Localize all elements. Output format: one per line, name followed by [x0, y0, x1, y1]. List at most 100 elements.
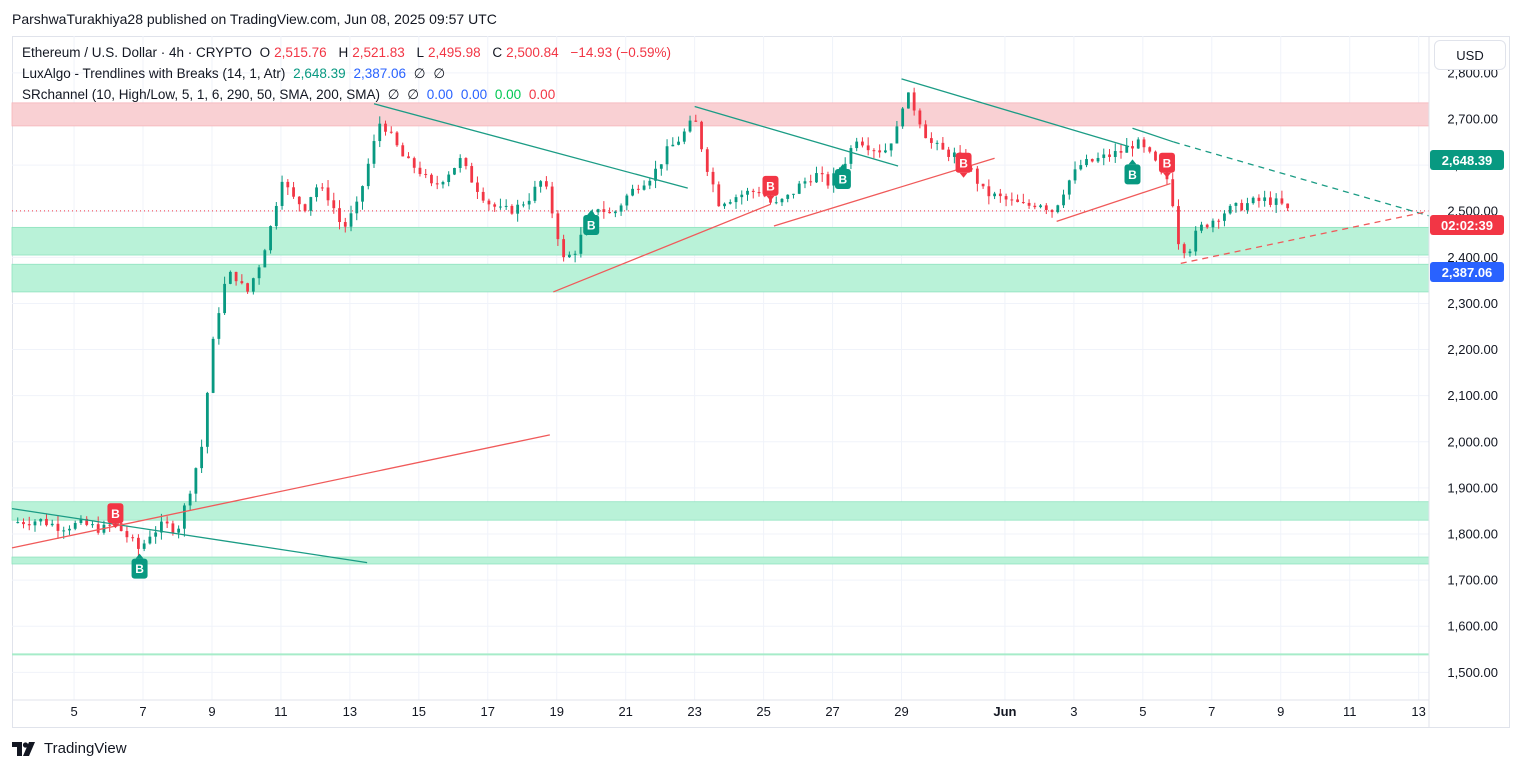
candle-down [1182, 244, 1186, 254]
candle-down [510, 205, 514, 214]
price-axis[interactable]: 1,500.00 1,600.00 1,700.00 1,800.00 1,900.00… [1428, 36, 1498, 728]
trendlines [11, 78, 1430, 564]
candle-up [1263, 197, 1267, 201]
grid [12, 36, 1429, 700]
candle-down [1154, 151, 1157, 161]
sell-break-marker: B [107, 503, 124, 529]
candle-up [1102, 154, 1106, 158]
countdown-price-tag: 02:02:39 [1430, 215, 1504, 235]
candle-down [430, 174, 433, 184]
time-axis[interactable]: 5 7 9 11 13 15 17 19 21 23 25 27 29 Jun 3 5 7 9 11 13 [12, 699, 1429, 719]
time-tick-label: 7 [139, 704, 146, 719]
break-marker-box [107, 503, 124, 524]
indicator-luxalgo-lower: 2,387.06 [353, 66, 407, 81]
candle-up [1085, 159, 1088, 166]
buy-break-marker: B [583, 210, 600, 236]
candle-up [659, 164, 663, 169]
break-marker-box [762, 175, 779, 196]
candle-up [573, 253, 577, 255]
candle-up [1274, 198, 1278, 205]
candle-up [631, 188, 634, 196]
candle-up [16, 522, 20, 524]
candle-up [1251, 197, 1255, 204]
close-label: C [492, 45, 503, 60]
candle-down [751, 190, 755, 192]
price-tick-label: 1,900.00 [1447, 480, 1498, 495]
price-tick-label: 2,500.00 [1447, 204, 1498, 219]
candle-down [947, 149, 951, 157]
tradingview-brand[interactable]: TradingView [12, 740, 127, 757]
candle-up [269, 226, 272, 251]
candle-down [757, 191, 761, 194]
candle-up [33, 521, 37, 526]
candle-up [682, 131, 686, 142]
price-tick-label: 2,200.00 [1447, 342, 1498, 357]
candle-down [286, 181, 290, 188]
break-marker-pointer [766, 195, 775, 201]
candle-up [522, 204, 525, 206]
candle-down [1205, 224, 1209, 228]
time-tick-label: 23 [687, 704, 701, 719]
candle-down [246, 283, 249, 292]
candle-up [68, 528, 71, 531]
candle-down [912, 92, 916, 111]
candle-up [257, 267, 261, 279]
symbol-title[interactable]: Ethereum / U.S. Dollar · 4h · CRYPTO [22, 45, 252, 60]
candle-down [131, 537, 135, 539]
candle-down [165, 521, 169, 524]
indicator-luxalgo-name[interactable]: LuxAlgo - Trendlines with Breaks (14, 1,… [22, 66, 286, 81]
break-marker-label: B [959, 156, 968, 170]
indicator-luxalgo-na1: ∅ [413, 66, 426, 81]
candle-down [332, 200, 336, 209]
break-marker-box [583, 215, 600, 236]
candle-up [613, 211, 617, 214]
candle-up [228, 271, 232, 284]
candle-up [740, 194, 744, 198]
break-marker-box [131, 558, 148, 579]
candle-up [803, 181, 807, 184]
lower-trendline-price-tag: 2,387.06 [1430, 262, 1504, 282]
break-marker-pointer [1162, 172, 1171, 178]
candle-up [50, 523, 54, 526]
candle-up [274, 205, 278, 227]
candle-up [73, 523, 77, 529]
candle-down [550, 186, 554, 214]
candle-up [906, 92, 910, 109]
sr-zones [11, 102, 1430, 656]
legend-symbol-row: Ethereum / U.S. Dollar · 4h · CRYPTO O 2,… [22, 45, 675, 60]
candle-down [1027, 202, 1031, 206]
time-tick-label: 19 [550, 704, 564, 719]
price-tick-label: 1,800.00 [1447, 527, 1498, 542]
signal-markers: B B B B B B B B [107, 152, 1175, 579]
candle-down [556, 213, 560, 240]
candle-down [1240, 202, 1244, 211]
candle-up [309, 197, 313, 211]
candle-down [700, 121, 703, 150]
candle-up [567, 254, 571, 258]
time-tick-label: 13 [343, 704, 357, 719]
candle-down [470, 166, 474, 183]
trendline-up [1056, 182, 1171, 222]
price-tick-label: 2,000.00 [1447, 434, 1498, 449]
candle-up [372, 141, 376, 164]
time-tick-label: 11 [274, 704, 288, 719]
candle-down [998, 193, 1002, 197]
candle-up [251, 278, 255, 292]
candle-up [849, 148, 853, 164]
break-marker-pointer [838, 163, 847, 169]
candle-up [1039, 205, 1042, 208]
candle-up [205, 392, 209, 447]
candle-down [1286, 203, 1290, 209]
candle-down [1280, 198, 1284, 204]
candle-down [320, 187, 324, 189]
candle-up [993, 193, 996, 197]
candle-down [866, 145, 870, 151]
candle-up [1136, 139, 1140, 149]
candle-up [648, 180, 652, 186]
candle-down [481, 191, 485, 201]
open-label: O [259, 45, 271, 60]
currency-button[interactable]: USD [1434, 40, 1506, 70]
price-tick-label: 2,700.00 [1447, 112, 1498, 127]
indicator-srchannel-name[interactable]: SRchannel (10, High/Low, 5, 1, 6, 290, 5… [22, 87, 380, 102]
